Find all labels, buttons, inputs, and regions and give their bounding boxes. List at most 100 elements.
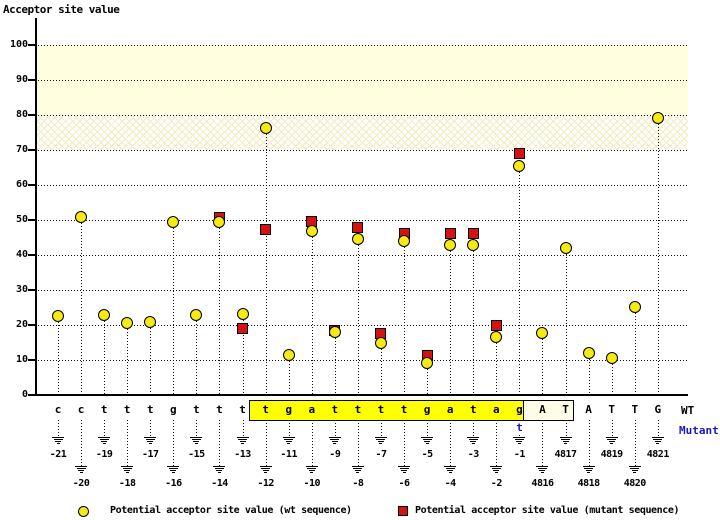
- mutant-point-marker: [444, 227, 456, 239]
- wt-legend-label: Potential acceptor site value (wt sequen…: [110, 505, 352, 516]
- ground-symbol: [121, 466, 134, 467]
- ground-symbol: [101, 441, 108, 442]
- ground-symbol: [561, 439, 571, 440]
- y-tick: [28, 289, 35, 291]
- legend: Potential acceptor site value (wt sequen…: [0, 502, 720, 520]
- y-axis-tick-label: 20: [15, 319, 28, 330]
- wt-point-marker: [144, 315, 157, 328]
- ground-symbol: [517, 443, 521, 444]
- position-number: -2: [490, 478, 503, 489]
- ground-symbol: [282, 437, 295, 438]
- sequence-base: t: [400, 403, 408, 416]
- x-axis-line: [35, 394, 688, 396]
- sequence-base: a: [308, 403, 316, 416]
- wt-point-marker: [467, 238, 480, 251]
- plot-area: WT Mutant t 0 10 20 30 40 50 60 70 80 90 100 c -21 c -…: [9, 18, 719, 489]
- wt-point-marker: [121, 317, 134, 330]
- ground-symbol: [328, 437, 341, 438]
- ground-symbol: [147, 441, 154, 442]
- data-stem: [380, 342, 382, 394]
- position-number: -6: [398, 478, 411, 489]
- y-axis-tick-label: 50: [15, 214, 28, 225]
- y-axis-tick-label: 60: [15, 179, 28, 190]
- wt-point-marker: [167, 216, 180, 229]
- ground-symbol: [216, 470, 223, 471]
- data-stem: [611, 357, 613, 394]
- ground-symbol: [354, 470, 361, 471]
- position-number: -18: [118, 478, 136, 489]
- wt-point-marker: [236, 308, 249, 321]
- position-stem: [219, 420, 221, 466]
- data-stem: [657, 117, 659, 394]
- position-stem: [150, 420, 152, 437]
- ground-symbol: [448, 472, 452, 473]
- ground-symbol: [631, 470, 638, 471]
- ground-symbol: [630, 468, 640, 469]
- ground-symbol: [75, 466, 88, 467]
- data-stem: [427, 363, 429, 394]
- ground-symbol: [582, 466, 595, 467]
- gridline: [38, 185, 688, 186]
- ground-symbol: [193, 441, 200, 442]
- gridline: [38, 325, 688, 326]
- ground-symbol: [102, 443, 106, 444]
- ground-symbol: [194, 443, 198, 444]
- ground-symbol: [562, 441, 569, 442]
- data-stem: [565, 248, 567, 394]
- sequence-base: t: [239, 403, 246, 416]
- sequence-base: T: [631, 403, 639, 416]
- ground-symbol: [628, 466, 641, 467]
- wt-point-marker: [282, 348, 295, 361]
- sequence-base: A: [539, 403, 546, 416]
- position-number: -17: [141, 449, 159, 460]
- gridline: [38, 290, 688, 291]
- ground-symbol: [330, 439, 340, 440]
- data-stem: [219, 221, 221, 394]
- mutant-point-marker: [352, 221, 364, 233]
- ground-symbol: [310, 472, 314, 473]
- position-number: -15: [188, 449, 205, 460]
- position-number: 4820: [623, 478, 647, 489]
- ground-symbol: [145, 439, 155, 440]
- sequence-base: T: [608, 403, 615, 416]
- ground-symbol: [654, 441, 661, 442]
- data-stem: [450, 244, 452, 394]
- position-stem: [104, 420, 106, 437]
- ground-symbol: [608, 441, 615, 442]
- ground-symbol: [261, 468, 271, 469]
- ground-symbol: [564, 443, 568, 444]
- gridline: [38, 80, 688, 81]
- sequence-base: A: [585, 403, 592, 416]
- mutant-point-marker: [467, 227, 479, 239]
- ground-symbol: [376, 439, 386, 440]
- sequence-base: t: [146, 403, 154, 416]
- ground-symbol: [536, 466, 549, 467]
- ground-symbol: [540, 472, 544, 473]
- ground-symbol: [377, 441, 384, 442]
- ground-symbol: [52, 437, 64, 438]
- mutant-point-marker: [490, 319, 502, 331]
- wt-legend-circle-icon: [78, 506, 89, 517]
- position-stem: [380, 420, 382, 437]
- ground-symbol: [191, 439, 201, 440]
- ground-symbol: [494, 472, 498, 473]
- position-number: 4821: [646, 449, 670, 460]
- y-tick: [28, 359, 35, 361]
- ground-symbol: [610, 443, 614, 444]
- y-tick: [28, 149, 35, 151]
- position-stem: [242, 420, 244, 437]
- ground-symbol: [444, 466, 457, 467]
- y-axis-tick-label: 100: [9, 39, 28, 50]
- gridline: [38, 150, 688, 151]
- ground-symbol: [285, 441, 292, 442]
- wt-point-marker: [213, 215, 226, 228]
- ground-symbol: [585, 470, 592, 471]
- sequence-base: t: [262, 403, 269, 416]
- data-stem: [196, 315, 198, 394]
- ground-symbol: [399, 468, 409, 469]
- y-axis-tick-label: 90: [15, 74, 28, 85]
- sequence-base: t: [123, 403, 131, 416]
- y-axis-line: [35, 18, 37, 396]
- position-stem: [311, 420, 313, 466]
